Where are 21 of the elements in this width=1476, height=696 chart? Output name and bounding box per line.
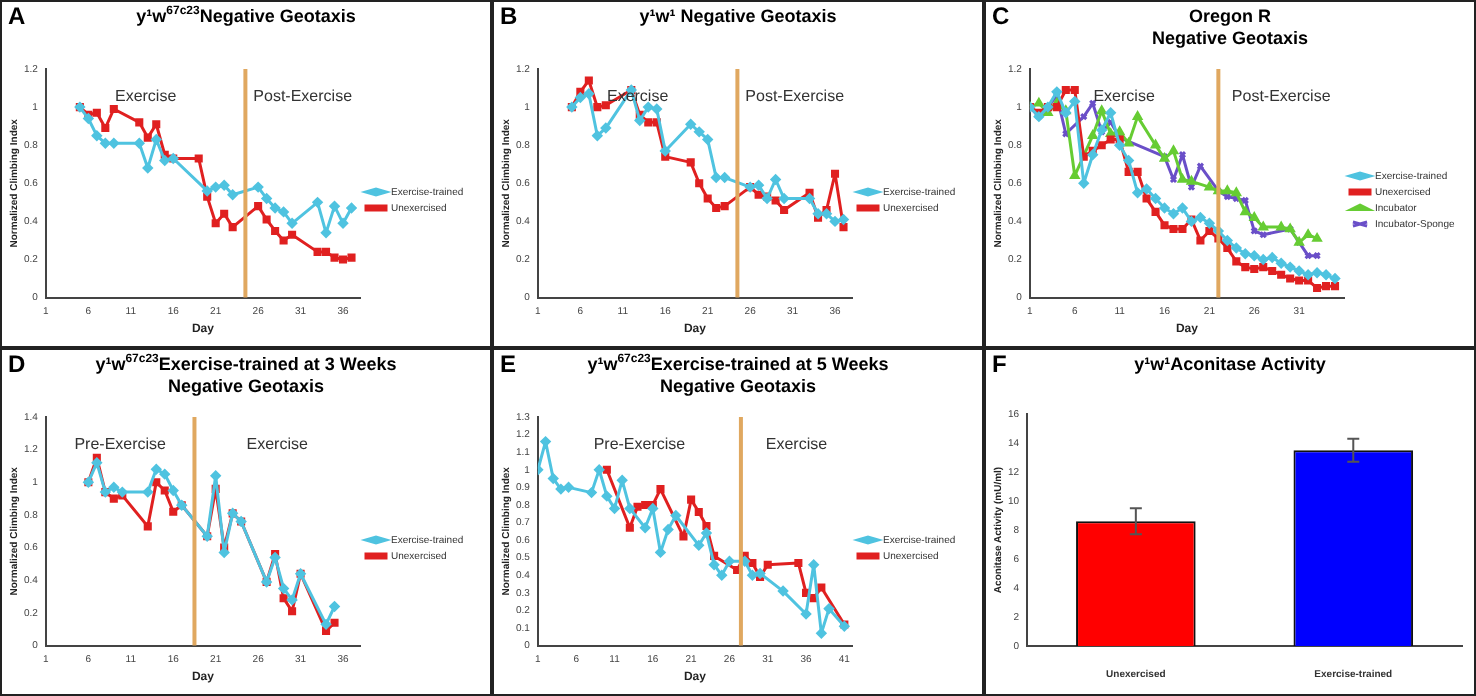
text: E: [500, 350, 517, 378]
annotation: Exercise: [1093, 87, 1156, 105]
annotation: Pre-Exercise: [74, 435, 168, 453]
annotation: Post-Exercise: [253, 87, 354, 105]
annotation: Exercise: [246, 435, 309, 453]
annotation: Post-Exercise: [745, 87, 846, 105]
chart-title: y¹w¹ Negative Geotaxis: [639, 6, 837, 26]
annotation: Exercise: [114, 87, 178, 105]
annotation: Pre-Exercise: [593, 435, 687, 453]
text: C: [992, 2, 1010, 30]
annotation: Post-Exercise: [1231, 87, 1332, 105]
text: D: [8, 350, 26, 378]
chart-title: y¹w$^{67c23}$Exercise-trained at 3 Weeks Negative Geotaxis: [95, 354, 397, 396]
chart-title: y¹w$^{67c23}$Exercise-trained at 5 Weeks Negative Geotaxis: [587, 354, 889, 396]
chart-title: y¹w$^{67c23}$Negative Geotaxis: [136, 6, 356, 26]
text: F: [992, 350, 1007, 378]
chart-title: Oregon R Negative Geotaxis: [1151, 6, 1309, 48]
text: A: [8, 2, 26, 30]
text: B: [500, 2, 518, 30]
chart-title: y¹w¹Aconitase Activity: [1134, 354, 1326, 374]
annotation: Exercise: [765, 435, 829, 453]
